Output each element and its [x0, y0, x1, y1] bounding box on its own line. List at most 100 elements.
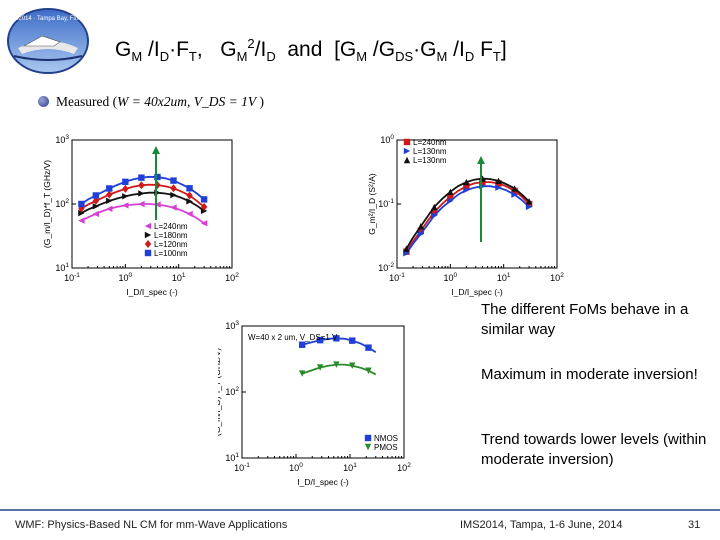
- data-point: [403, 245, 410, 252]
- footer-left-text: WMF: Physics-Based NL CM for mm-Wave App…: [15, 519, 288, 531]
- data-point: [333, 361, 340, 368]
- data-point: [138, 174, 145, 181]
- data-point: [186, 191, 193, 200]
- y-axis-label: (G_m/I_D)*f_T (GHz/V): [42, 160, 52, 248]
- data-point: [186, 210, 193, 218]
- data-point: [154, 201, 161, 208]
- data-point: [122, 178, 129, 186]
- data-point: [78, 204, 85, 213]
- data-point: [417, 230, 425, 238]
- data-point: [200, 196, 208, 203]
- data-point: [92, 210, 100, 218]
- x-tick-label: 100: [119, 272, 133, 283]
- data-point: [525, 203, 533, 211]
- series-line-0: [301, 337, 377, 354]
- y-axis-label: G_m²/I_D (S²/A): [367, 173, 377, 235]
- x-tick-label: 10-1: [64, 272, 80, 283]
- logo-text: IMS2014 · Tampa Bay, Florida: [8, 16, 89, 22]
- data-point: [122, 193, 129, 200]
- data-point: [122, 184, 129, 193]
- data-point: [525, 198, 533, 205]
- data-point: [495, 184, 502, 191]
- slide-title: GM /ID·FT, GM2/ID and [GM /GDS·GM /ID FT…: [115, 36, 507, 64]
- legend-label: PMOS: [374, 443, 398, 452]
- legend-marker: [144, 249, 152, 257]
- data-point: [92, 196, 100, 205]
- data-point: [78, 209, 85, 217]
- measured-width: W = 40x2um: [117, 94, 187, 109]
- data-point: [106, 205, 113, 213]
- data-point: [106, 190, 113, 199]
- data-point: [92, 203, 100, 210]
- legend-label: L=100nm: [154, 249, 188, 258]
- data-point: [333, 335, 340, 342]
- data-point: [349, 362, 356, 369]
- bullet-icon: [38, 96, 49, 107]
- y-tick-label: 101: [55, 262, 69, 273]
- legend-label: NMOS: [374, 434, 398, 443]
- y-tick-label: 101: [225, 452, 239, 463]
- data-point: [431, 212, 438, 219]
- y-tick-label: 100: [380, 134, 394, 145]
- data-point: [186, 185, 193, 192]
- y-tick-label: 102: [55, 198, 69, 209]
- measured-vds: V_DS = 1V: [193, 94, 257, 109]
- x-tick-label: 10-1: [389, 272, 405, 283]
- legend-marker: [144, 222, 152, 230]
- data-point: [495, 177, 502, 185]
- x-axis-label: I_D/I_spec (-): [126, 287, 178, 297]
- data-point: [447, 188, 454, 196]
- series-line-0: [81, 203, 205, 225]
- legend-marker: [144, 240, 152, 248]
- plot-annotation: W=40 x 2 um, V_DS=1 V: [248, 333, 338, 342]
- x-tick-label: 100: [289, 462, 303, 473]
- note-fom-similar: The different FoMs behave in a similar w…: [481, 301, 689, 338]
- trend-arrow-head: [477, 156, 485, 164]
- data-point: [298, 370, 306, 377]
- data-point: [316, 336, 324, 344]
- footer-divider: [0, 509, 720, 511]
- title-text: GM /ID·FT, GM2/ID and [GM /GDS·GM /ID FT…: [115, 36, 507, 65]
- page-number: 31: [688, 519, 701, 531]
- legend-marker: [364, 443, 372, 451]
- y-tick-label: 102: [225, 386, 239, 397]
- legend-label: L=180nm: [154, 231, 188, 240]
- data-point: [122, 202, 129, 209]
- series-line-1: [301, 363, 377, 376]
- x-tick-label: 100: [444, 272, 458, 283]
- data-point: [417, 227, 425, 235]
- data-point: [154, 173, 161, 181]
- x-tick-label: 102: [397, 462, 411, 473]
- data-point: [463, 178, 470, 186]
- data-point: [298, 341, 306, 348]
- x-tick-label: 10-1: [234, 462, 250, 473]
- data-point: [447, 197, 454, 205]
- data-point: [170, 191, 177, 199]
- data-point: [138, 190, 145, 197]
- data-point: [316, 364, 324, 371]
- legend-marker: [403, 156, 411, 164]
- data-point: [349, 337, 356, 344]
- data-point: [138, 181, 145, 190]
- data-point: [186, 198, 193, 205]
- x-axis-label: I_D/I_spec (-): [451, 287, 503, 297]
- data-point: [106, 197, 113, 205]
- x-tick-label: 102: [225, 272, 239, 283]
- legend-label: L=120nm: [154, 240, 188, 249]
- data-point: [365, 344, 372, 351]
- data-point: [170, 204, 177, 211]
- trend-arrow-head: [152, 146, 160, 154]
- legend-label: L=240nm: [413, 138, 447, 147]
- data-point: [463, 186, 470, 194]
- x-axis-label: I_D/I_spec (-): [297, 477, 349, 487]
- data-point: [431, 208, 438, 216]
- legend-label: L=130nm: [413, 156, 447, 165]
- legend-marker: [403, 147, 411, 155]
- legend-label: L=130nm: [413, 147, 447, 156]
- data-point: [479, 178, 486, 186]
- note-lower-levels: Trend towards lower levels (within moder…: [481, 431, 707, 468]
- data-point: [431, 203, 438, 211]
- data-point: [170, 184, 177, 193]
- data-point: [200, 202, 208, 211]
